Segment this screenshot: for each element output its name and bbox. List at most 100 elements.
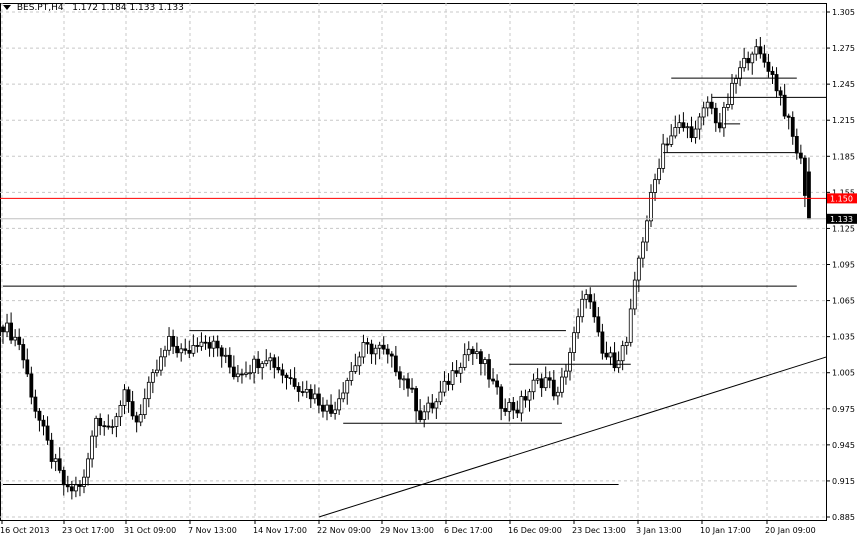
candle-body — [353, 365, 358, 372]
candle-body — [244, 372, 248, 375]
candle-body — [807, 171, 811, 220]
candle-body — [462, 354, 467, 368]
candle-body — [430, 402, 435, 409]
candle-body — [750, 53, 755, 64]
x-tick-label: 14 Nov 17:00 — [253, 526, 307, 535]
y-tick-label: 1.155 — [832, 188, 855, 197]
candle-body — [272, 357, 277, 368]
candle-body — [434, 401, 439, 409]
candle-body — [503, 408, 508, 412]
candle-body — [519, 396, 524, 414]
candle-body — [458, 367, 463, 374]
candle-body — [397, 371, 402, 380]
candle-body — [106, 425, 111, 428]
candle-body — [211, 340, 216, 349]
candle-body — [535, 378, 540, 381]
candle-body — [782, 94, 787, 117]
x-tick-label: 16 Dec 09:00 — [508, 526, 562, 535]
candle-body — [264, 360, 269, 365]
candle-body — [685, 126, 690, 129]
candle-body — [547, 377, 552, 381]
candle-body — [321, 404, 325, 412]
candle-body — [726, 104, 730, 108]
candle-body — [555, 391, 560, 397]
candle-body — [604, 352, 609, 358]
x-tick-label: 23 Dec 13:00 — [572, 526, 626, 535]
candle-body — [90, 435, 94, 460]
candle-body — [527, 391, 532, 401]
candle-body — [389, 353, 394, 357]
current-price-label-bg — [827, 213, 857, 224]
candle-body — [543, 377, 548, 389]
candle-body — [531, 379, 536, 393]
candle-body — [142, 398, 147, 416]
x-tick-label: 3 Jan 13:00 — [636, 526, 682, 535]
candle-body — [762, 53, 767, 63]
candle-body — [369, 343, 374, 355]
dropdown-triangle-icon[interactable] — [3, 5, 11, 10]
candle-body — [393, 355, 398, 373]
candle-body — [790, 116, 795, 137]
candle-body — [596, 316, 601, 333]
candle-body — [61, 469, 66, 486]
candle-body — [118, 405, 123, 418]
candle-body — [624, 341, 629, 347]
candle-body — [450, 370, 455, 385]
candle-body — [300, 391, 305, 393]
candle-body — [122, 389, 127, 406]
candle-body — [276, 367, 281, 371]
candle-body — [114, 416, 119, 427]
candle-body — [580, 298, 585, 318]
candle-body — [163, 349, 167, 358]
candle-body — [693, 128, 698, 139]
candle-body — [709, 101, 714, 109]
candle-body — [1, 326, 5, 333]
candle-body — [203, 341, 208, 344]
candle-body — [418, 410, 423, 421]
candle-body — [515, 409, 520, 414]
candle-body — [572, 332, 576, 353]
candle-body — [296, 386, 301, 392]
candle-body — [191, 345, 196, 354]
candle-body — [94, 417, 99, 437]
candle-body — [341, 392, 346, 400]
candle-body — [231, 366, 236, 378]
candle-body — [730, 82, 734, 105]
candle-body — [373, 347, 378, 355]
candle-body — [175, 345, 180, 354]
y-tick-label: 1.065 — [832, 297, 855, 306]
x-tick-label: 16 Oct 2013 — [0, 526, 49, 535]
candle-body — [588, 294, 593, 303]
y-tick-label: 0.885 — [832, 513, 855, 522]
x-tick-label: 10 Jan 17:00 — [700, 526, 751, 535]
candle-body — [381, 344, 386, 350]
candle-body — [677, 122, 682, 128]
y-tick-label: 0.915 — [832, 477, 855, 486]
y-tick-label: 0.945 — [832, 441, 855, 450]
y-tick-label: 1.125 — [832, 224, 855, 233]
candle-body — [507, 402, 512, 412]
candle-body — [308, 388, 313, 400]
candle-body — [256, 358, 261, 369]
candle-body — [628, 308, 633, 343]
candle-body — [98, 417, 103, 427]
x-tick-label: 22 Nov 09:00 — [317, 526, 371, 535]
candle-body — [495, 380, 500, 388]
candle-body — [5, 322, 9, 333]
candle-body — [803, 157, 807, 196]
ohlc-label: 1.172 1.184 1.133 1.133 — [72, 3, 184, 13]
trendline — [318, 356, 827, 518]
candle-body — [734, 78, 738, 84]
x-tick-label: 23 Oct 17:00 — [62, 526, 114, 535]
candle-body — [758, 46, 763, 55]
candle-body — [167, 335, 171, 351]
candle-body — [722, 106, 726, 129]
candle-body — [410, 387, 414, 390]
candle-body — [9, 322, 14, 341]
candle-body — [523, 396, 528, 401]
candle-body — [742, 57, 747, 69]
candle-body — [171, 335, 176, 347]
y-tick-label: 1.095 — [832, 261, 855, 270]
y-tick-label: 1.245 — [832, 80, 855, 89]
